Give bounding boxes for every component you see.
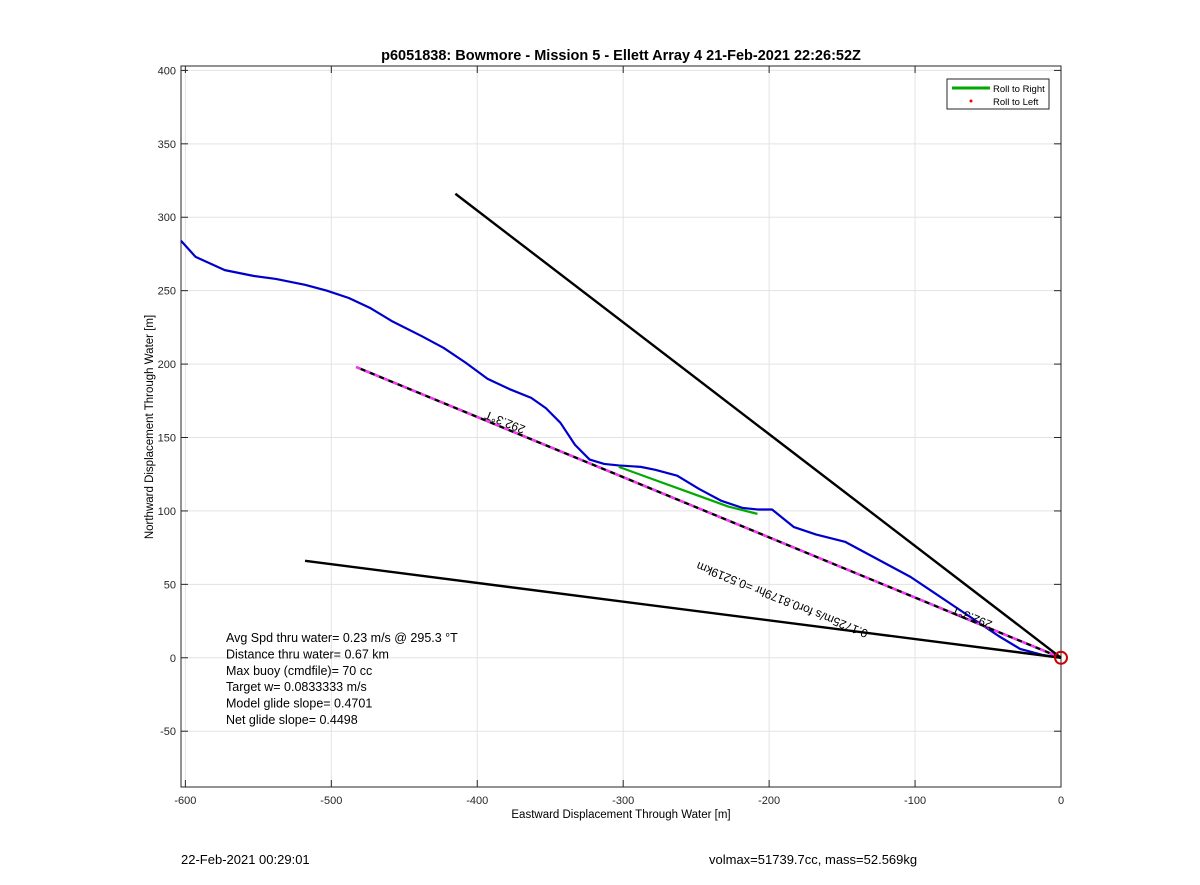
plot-frame — [180, 65, 1062, 788]
footer-volmax-mass: volmax=51739.7cc, mass=52.569kg — [709, 852, 918, 867]
y-tick-label: 50 — [164, 579, 176, 591]
series-line-1 — [618, 465, 758, 515]
stats-line: Net glide slope= 0.4498 — [226, 713, 358, 727]
legend-box — [946, 78, 1050, 110]
stats-line: Distance thru water= 0.67 km — [226, 647, 389, 661]
y-tick-label: 250 — [158, 286, 176, 298]
legend-label: Roll to Left — [993, 97, 1039, 108]
x-tick-label: -500 — [320, 795, 342, 807]
legend-label: Roll to Right — [993, 84, 1045, 95]
series-line-3 — [454, 192, 1062, 659]
legend: Roll to Right Roll to Left — [946, 78, 1050, 110]
stats-line: Avg Spd thru water= 0.23 m/s @ 295.3 °T — [226, 631, 458, 645]
series-line-4 — [304, 559, 1062, 659]
x-tick-label: -400 — [466, 795, 488, 807]
y-tick-label: 400 — [158, 65, 176, 77]
x-tick-label: -100 — [904, 795, 926, 807]
footer-timestamp: 22-Feb-2021 00:29:01 — [181, 852, 310, 867]
y-tick-label: 300 — [158, 212, 176, 224]
stats-line: Max buoy (cmdfile)= 70 cc — [226, 664, 372, 678]
y-tick-label: 200 — [158, 359, 176, 371]
x-tick-label: 0 — [1058, 795, 1064, 807]
heading-line-dash-2 — [355, 365, 1062, 659]
end-point-marker — [1054, 650, 1068, 665]
x-tick-label: -200 — [758, 795, 780, 807]
y-tick-label: 350 — [158, 139, 176, 151]
stats-line: Target w= 0.0833333 m/s — [226, 680, 367, 694]
x-tick-label: -300 — [612, 795, 634, 807]
y-axis-label: Northward Displacement Through Water [m] — [144, 315, 156, 539]
y-tick-label: 0 — [170, 653, 176, 665]
y-tick-label: 150 — [158, 433, 176, 445]
series-line-0 — [180, 240, 1062, 659]
y-tick-label: 100 — [158, 506, 176, 518]
legend-swatch-dot — [969, 99, 973, 103]
x-axis-label: Eastward Displacement Through Water [m] — [511, 809, 730, 821]
stats-text-block: Avg Spd thru water= 0.23 m/s @ 295.3 °T D… — [226, 631, 458, 727]
stats-line: Model glide slope= 0.4701 — [226, 697, 372, 711]
x-tick-label: -600 — [174, 795, 196, 807]
y-tick-label: -50 — [160, 726, 176, 738]
chart-title: p6051838: Bowmore - Mission 5 - Ellett A… — [381, 48, 861, 64]
